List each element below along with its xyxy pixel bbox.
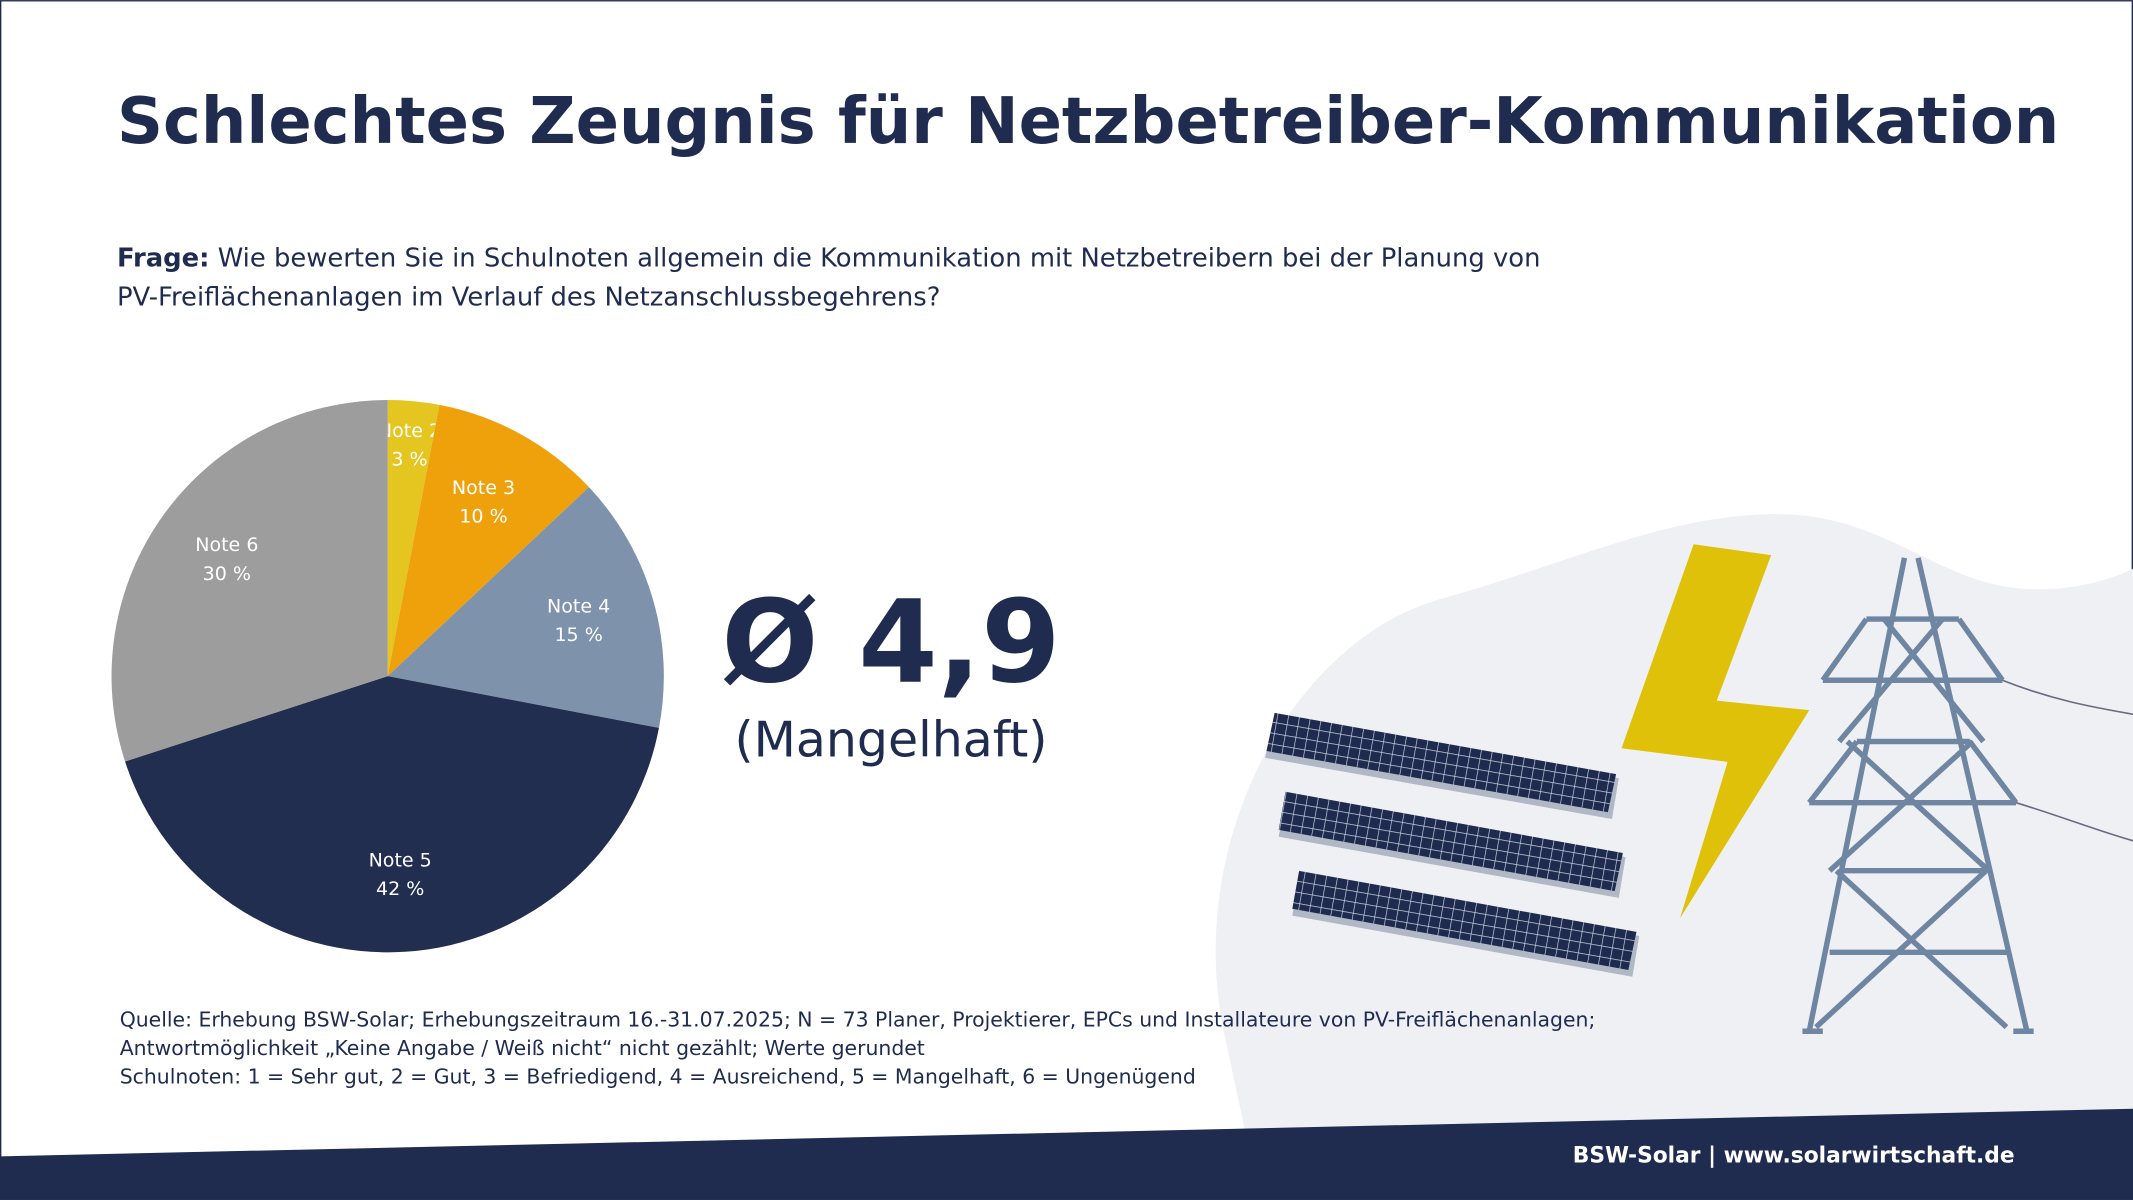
- pie-slice: [387, 400, 440, 677]
- pie-slice: [387, 487, 664, 728]
- pie-slice: [125, 676, 659, 953]
- slice-label: Note 4: [547, 596, 610, 618]
- source-note: Antwortmöglichkeit „Keine Angabe / Weiß …: [120, 1036, 925, 1060]
- pie-slice: [111, 400, 388, 762]
- lightning: [1621, 544, 1810, 919]
- slice-value-label: 15 %: [554, 624, 602, 646]
- slice-value-label: 3 %: [391, 449, 427, 471]
- average-grade: (Mangelhaft): [735, 711, 1048, 768]
- title: Schlechtes Zeugnis für Netzbetreiber-Kom…: [117, 85, 2059, 159]
- slice-value-label: 30 %: [203, 563, 251, 585]
- slice-label: Note 6: [195, 534, 258, 556]
- footer: BSW-Solar | www.solarwirtschaft.de: [1573, 1143, 2015, 1168]
- power-tower: [1802, 557, 2133, 1034]
- source-note: Schulnoten: 1 = Sehr gut, 2 = Gut, 3 = B…: [120, 1064, 1196, 1088]
- question-label: Frage:: [117, 243, 210, 273]
- slice-label: Note 5: [369, 850, 432, 872]
- slice-label: Note 3: [452, 477, 515, 499]
- slice-label: Note 2: [378, 420, 441, 442]
- average: Ø 4,9: [721, 576, 1060, 709]
- question-line: Wie bewerten Sie in Schulnoten allgemein…: [218, 243, 1541, 273]
- pie-slice: [387, 404, 589, 677]
- source-note: Quelle: Erhebung BSW-Solar; Erhebungszei…: [120, 1007, 1596, 1031]
- question-line: PV-Freiflächenanlagen im Verlauf des Net…: [117, 283, 940, 313]
- question: Frage: Wie bewerten Sie in Schulnoten al…: [117, 243, 1541, 273]
- slice-value-label: 10 %: [459, 505, 507, 527]
- slice-value-label: 42 %: [376, 878, 424, 900]
- pie: Note 2 3 % Note 3 10 % Note 4 15 % Note 5 42 % N…: [111, 400, 664, 953]
- footer-band: [0, 1108, 2133, 1200]
- solar-panels: [1265, 712, 1640, 977]
